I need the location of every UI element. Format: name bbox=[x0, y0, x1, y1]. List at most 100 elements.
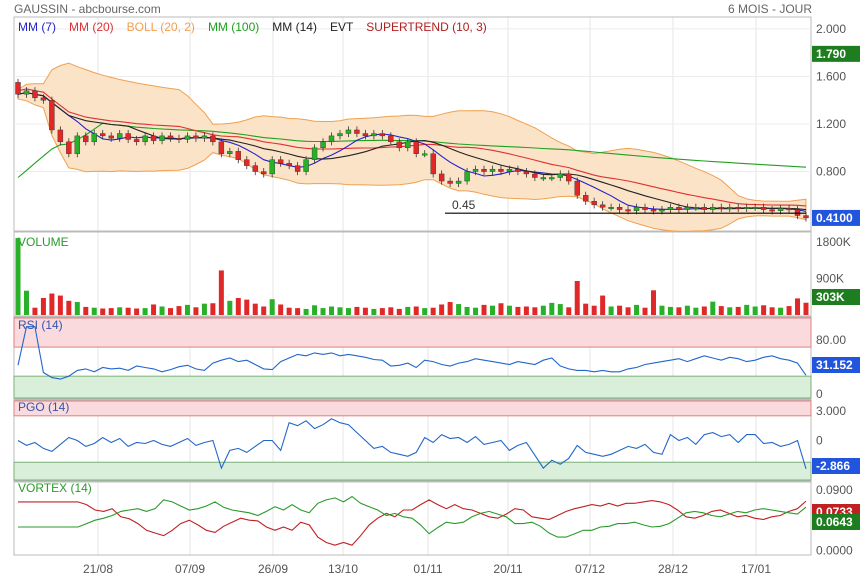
volume-bar bbox=[795, 298, 801, 315]
legend-entry: BOLL (20, 2) bbox=[127, 20, 195, 34]
candle-body bbox=[405, 141, 411, 148]
bollinger-band bbox=[17, 62, 807, 232]
volume-bar bbox=[83, 306, 89, 315]
candle-body bbox=[489, 168, 496, 172]
legend-entry: MM (7) bbox=[18, 20, 56, 34]
candle-body bbox=[57, 129, 64, 143]
volume-bar bbox=[481, 304, 487, 315]
vortex-tick-label: 0.0000 bbox=[816, 544, 853, 558]
volume-title: VOLUME bbox=[18, 235, 69, 249]
candle-body bbox=[642, 207, 648, 210]
candle-body bbox=[430, 153, 436, 175]
volume-bar bbox=[523, 306, 529, 315]
pgo-badge: -2.866 bbox=[816, 459, 850, 473]
volume-bar bbox=[752, 306, 758, 315]
pgo-overbought-zone bbox=[13, 400, 812, 417]
volume-bar bbox=[778, 307, 784, 315]
candle-body bbox=[743, 207, 750, 209]
date-tick-label: 28/12 bbox=[658, 562, 688, 576]
price-high-badge: 1.790 bbox=[816, 47, 846, 61]
candle-body bbox=[49, 100, 55, 131]
chart-period-label[interactable]: 6 MOIS - JOUR bbox=[727, 2, 812, 16]
volume-bar bbox=[201, 303, 207, 315]
volume-bar bbox=[473, 307, 479, 315]
vortex-badge-green: 0.0643 bbox=[816, 515, 853, 529]
volume-bar bbox=[388, 307, 394, 315]
candle-body bbox=[108, 135, 114, 139]
pgo-title: PGO (14) bbox=[18, 400, 69, 414]
volume-bar bbox=[210, 303, 216, 315]
candle-body bbox=[684, 207, 691, 210]
volume-bar bbox=[540, 305, 546, 315]
volume-bar bbox=[354, 306, 360, 315]
volume-bar bbox=[617, 305, 623, 315]
candle-body bbox=[379, 133, 386, 137]
volume-bar bbox=[371, 308, 377, 315]
volume-bar bbox=[235, 297, 241, 315]
price-tick-label: 2.000 bbox=[816, 22, 846, 36]
candle-body bbox=[786, 208, 792, 211]
vortex-tick-label: 0.0900 bbox=[816, 483, 853, 497]
volume-bar bbox=[735, 306, 741, 315]
volume-bar bbox=[625, 307, 631, 315]
candle-body bbox=[803, 215, 809, 219]
candle-body bbox=[549, 177, 555, 180]
candle-body bbox=[608, 207, 614, 209]
candle-body bbox=[506, 168, 513, 172]
volume-bar bbox=[227, 300, 233, 315]
candle-body bbox=[557, 173, 563, 178]
candle-body bbox=[659, 209, 665, 212]
volume-bar bbox=[701, 306, 707, 315]
date-tick-label: 13/10 bbox=[328, 562, 358, 576]
candle-body bbox=[328, 135, 335, 143]
volume-bar bbox=[134, 308, 140, 315]
candle-body bbox=[760, 207, 767, 210]
pgo-badge-bg bbox=[812, 458, 860, 474]
candle-body bbox=[142, 135, 148, 143]
volume-bar bbox=[456, 304, 462, 315]
volume-bar bbox=[117, 307, 123, 315]
candle-body bbox=[396, 141, 402, 148]
candle-body bbox=[337, 133, 343, 137]
volume-tick-label: 900K bbox=[816, 272, 844, 286]
volume-bar bbox=[108, 308, 114, 315]
panel-frame bbox=[13, 399, 812, 482]
candle-body bbox=[472, 168, 479, 172]
candle-body bbox=[371, 133, 377, 137]
candle-body bbox=[227, 151, 233, 154]
candle-body bbox=[718, 207, 724, 209]
candle-body bbox=[66, 141, 72, 154]
volume-bar bbox=[676, 307, 682, 315]
candle-body bbox=[100, 133, 106, 137]
volume-bar bbox=[261, 306, 267, 315]
candle-body bbox=[362, 133, 369, 137]
volume-bar bbox=[218, 270, 224, 315]
volume-bar bbox=[600, 295, 606, 315]
mm7-line bbox=[17, 91, 807, 212]
candle-body bbox=[540, 177, 547, 180]
volume-bar bbox=[23, 290, 29, 315]
candle-body bbox=[616, 207, 623, 210]
legend-entry: MM (100) bbox=[208, 20, 259, 34]
candle-body bbox=[438, 173, 445, 182]
volume-bar bbox=[532, 307, 538, 315]
volume-bar bbox=[337, 307, 343, 315]
volume-bar bbox=[761, 305, 767, 315]
volume-bar bbox=[286, 307, 292, 315]
volume-bar bbox=[642, 307, 648, 315]
chart-source-title: GAUSSIN - abcbourse.com bbox=[14, 2, 161, 16]
candle-body bbox=[91, 133, 97, 143]
candle-body bbox=[633, 207, 640, 211]
candle-body bbox=[235, 151, 242, 160]
volume-bar bbox=[557, 304, 563, 315]
volume-bar bbox=[57, 295, 63, 315]
volume-bar bbox=[66, 300, 72, 315]
candle-body bbox=[125, 133, 131, 140]
volume-bar bbox=[345, 308, 351, 315]
price-tick-label: 1.600 bbox=[816, 69, 846, 83]
candle-body bbox=[388, 135, 394, 143]
pgo-tick-label: 3.000 bbox=[816, 404, 846, 418]
price-last-badge-bg bbox=[812, 209, 860, 226]
volume-bar bbox=[329, 306, 335, 315]
